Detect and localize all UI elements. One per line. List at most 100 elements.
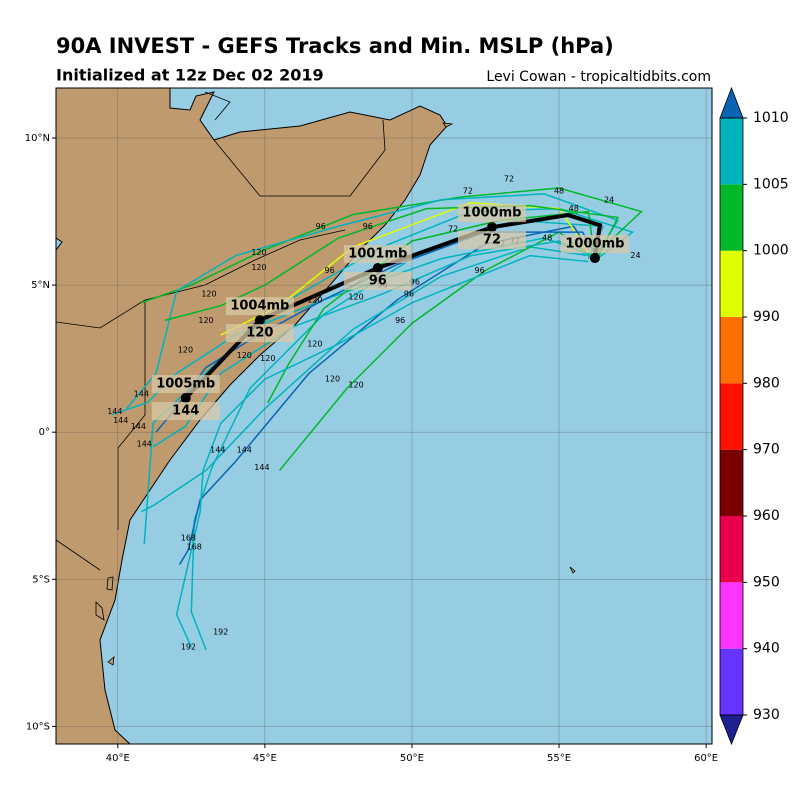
label-box	[151, 375, 220, 394]
hour-label: 120	[307, 295, 322, 304]
hour-label: 72	[448, 225, 458, 234]
hour-label: 144	[137, 439, 152, 448]
colorbar-under	[719, 714, 744, 746]
mean-hour-labels: 144	[172, 404, 199, 419]
hour-label: 96	[410, 278, 420, 287]
label-box	[457, 231, 526, 250]
colorbar-band	[720, 250, 743, 317]
mean-pressure-labels: 1004mb	[230, 299, 289, 314]
hour-label: 144	[254, 463, 269, 472]
label-box	[225, 297, 294, 316]
mean-pressure-labels: 1005mb	[156, 377, 215, 392]
label-box	[457, 204, 526, 223]
hour-label: 120	[178, 345, 193, 354]
hour-label: 120	[237, 351, 252, 360]
x-tick-label: 40°E	[106, 753, 130, 764]
mean-hour-labels: 96	[369, 274, 387, 289]
x-tick-label: 50°E	[400, 753, 424, 764]
member-track	[111, 237, 595, 416]
colorbar-frame	[719, 117, 744, 716]
colorbar-label: 1000	[753, 243, 789, 259]
colorbar-label: 930	[753, 707, 780, 723]
member-track	[126, 193, 619, 410]
mean-point	[486, 222, 497, 233]
mean-pressure-labels: 1000mb	[462, 206, 521, 221]
hour-label: 96	[316, 222, 326, 231]
hour-label: 120	[348, 381, 363, 390]
colorbar-band	[720, 118, 743, 185]
hour-label: 72	[463, 186, 473, 195]
x-tick-label: 45°E	[253, 753, 277, 764]
hour-label: 120	[251, 248, 266, 257]
hour-label: 72	[504, 175, 514, 184]
x-tick-label: 55°E	[547, 753, 571, 764]
hour-label: 96	[404, 289, 414, 298]
y-tick-label: 10°N	[25, 133, 50, 144]
y-tick-label: 5°N	[31, 280, 50, 291]
hour-label: 120	[307, 339, 322, 348]
hour-label: 96	[324, 266, 334, 275]
hour-label: 96	[395, 316, 405, 325]
hour-label: 96	[475, 266, 485, 275]
credit: Levi Cowan - tropicaltidbits.com	[486, 69, 711, 85]
hour-label: 168	[187, 542, 202, 551]
subtitle: Initialized at 12z Dec 02 2019	[56, 66, 324, 85]
colorbar-band	[720, 184, 743, 251]
mean-hour-labels: 72	[483, 233, 501, 248]
y-tick-label: 0°	[39, 427, 50, 438]
hour-label: 144	[107, 407, 122, 416]
mean-pressure-labels: 1001mb	[348, 247, 407, 262]
hour-label: 144	[237, 445, 252, 454]
hour-label: 120	[198, 316, 213, 325]
hour-label: 144	[134, 389, 149, 398]
hour-label: 192	[213, 628, 228, 637]
hour-label: 120	[348, 292, 363, 301]
colorbar-label: 1010	[753, 110, 789, 126]
colorbar-band	[720, 582, 743, 649]
colorbar-label: 960	[753, 508, 780, 524]
hour-label: 144	[131, 422, 146, 431]
x-tick-label: 60°E	[694, 753, 718, 764]
hour-label: 192	[181, 642, 196, 651]
member-track	[175, 254, 589, 648]
mean-point	[372, 263, 383, 274]
hour-label: 96	[363, 222, 373, 231]
hour-label: 24	[630, 251, 640, 260]
hour-label: 144	[113, 416, 128, 425]
label-box	[151, 402, 220, 421]
hour-label: 48	[569, 204, 579, 213]
label-box	[225, 324, 294, 343]
colorbar-band	[720, 317, 743, 384]
member-track	[140, 246, 589, 513]
colorbar-label: 990	[753, 309, 780, 325]
y-tick-label: 5°S	[32, 574, 50, 585]
mean-point	[589, 253, 600, 264]
colorbar-label: 1005	[753, 176, 789, 192]
colorbar-label: 940	[753, 641, 780, 657]
member-track	[141, 187, 643, 304]
hour-label: 24	[604, 195, 614, 204]
colorbar-band	[720, 449, 743, 516]
map-frame	[55, 87, 713, 745]
colorbar-label: 980	[753, 375, 780, 391]
colorbar-over	[719, 86, 744, 119]
mean-pressure-labels: 1000mb	[565, 237, 624, 252]
hour-label: 48	[542, 234, 552, 243]
y-tick-label: 10°S	[26, 721, 50, 732]
label-box	[343, 245, 412, 264]
colorbar-band	[720, 383, 743, 450]
hour-label: 120	[325, 375, 340, 384]
hour-label: 120	[260, 354, 275, 363]
hour-label: 120	[201, 289, 216, 298]
mean-point	[254, 315, 265, 326]
label-box	[343, 272, 412, 291]
colorbar-label: 970	[753, 442, 780, 458]
colorbar-band	[720, 516, 743, 583]
tracks: 2424484848727272727296969696969696961201…	[107, 175, 643, 651]
title: 90A INVEST - GEFS Tracks and Min. MSLP (…	[56, 34, 614, 58]
colorbar-label: 950	[753, 574, 780, 590]
hour-label: 168	[181, 534, 196, 543]
label-box	[560, 235, 629, 254]
colorbar-band	[720, 648, 743, 715]
